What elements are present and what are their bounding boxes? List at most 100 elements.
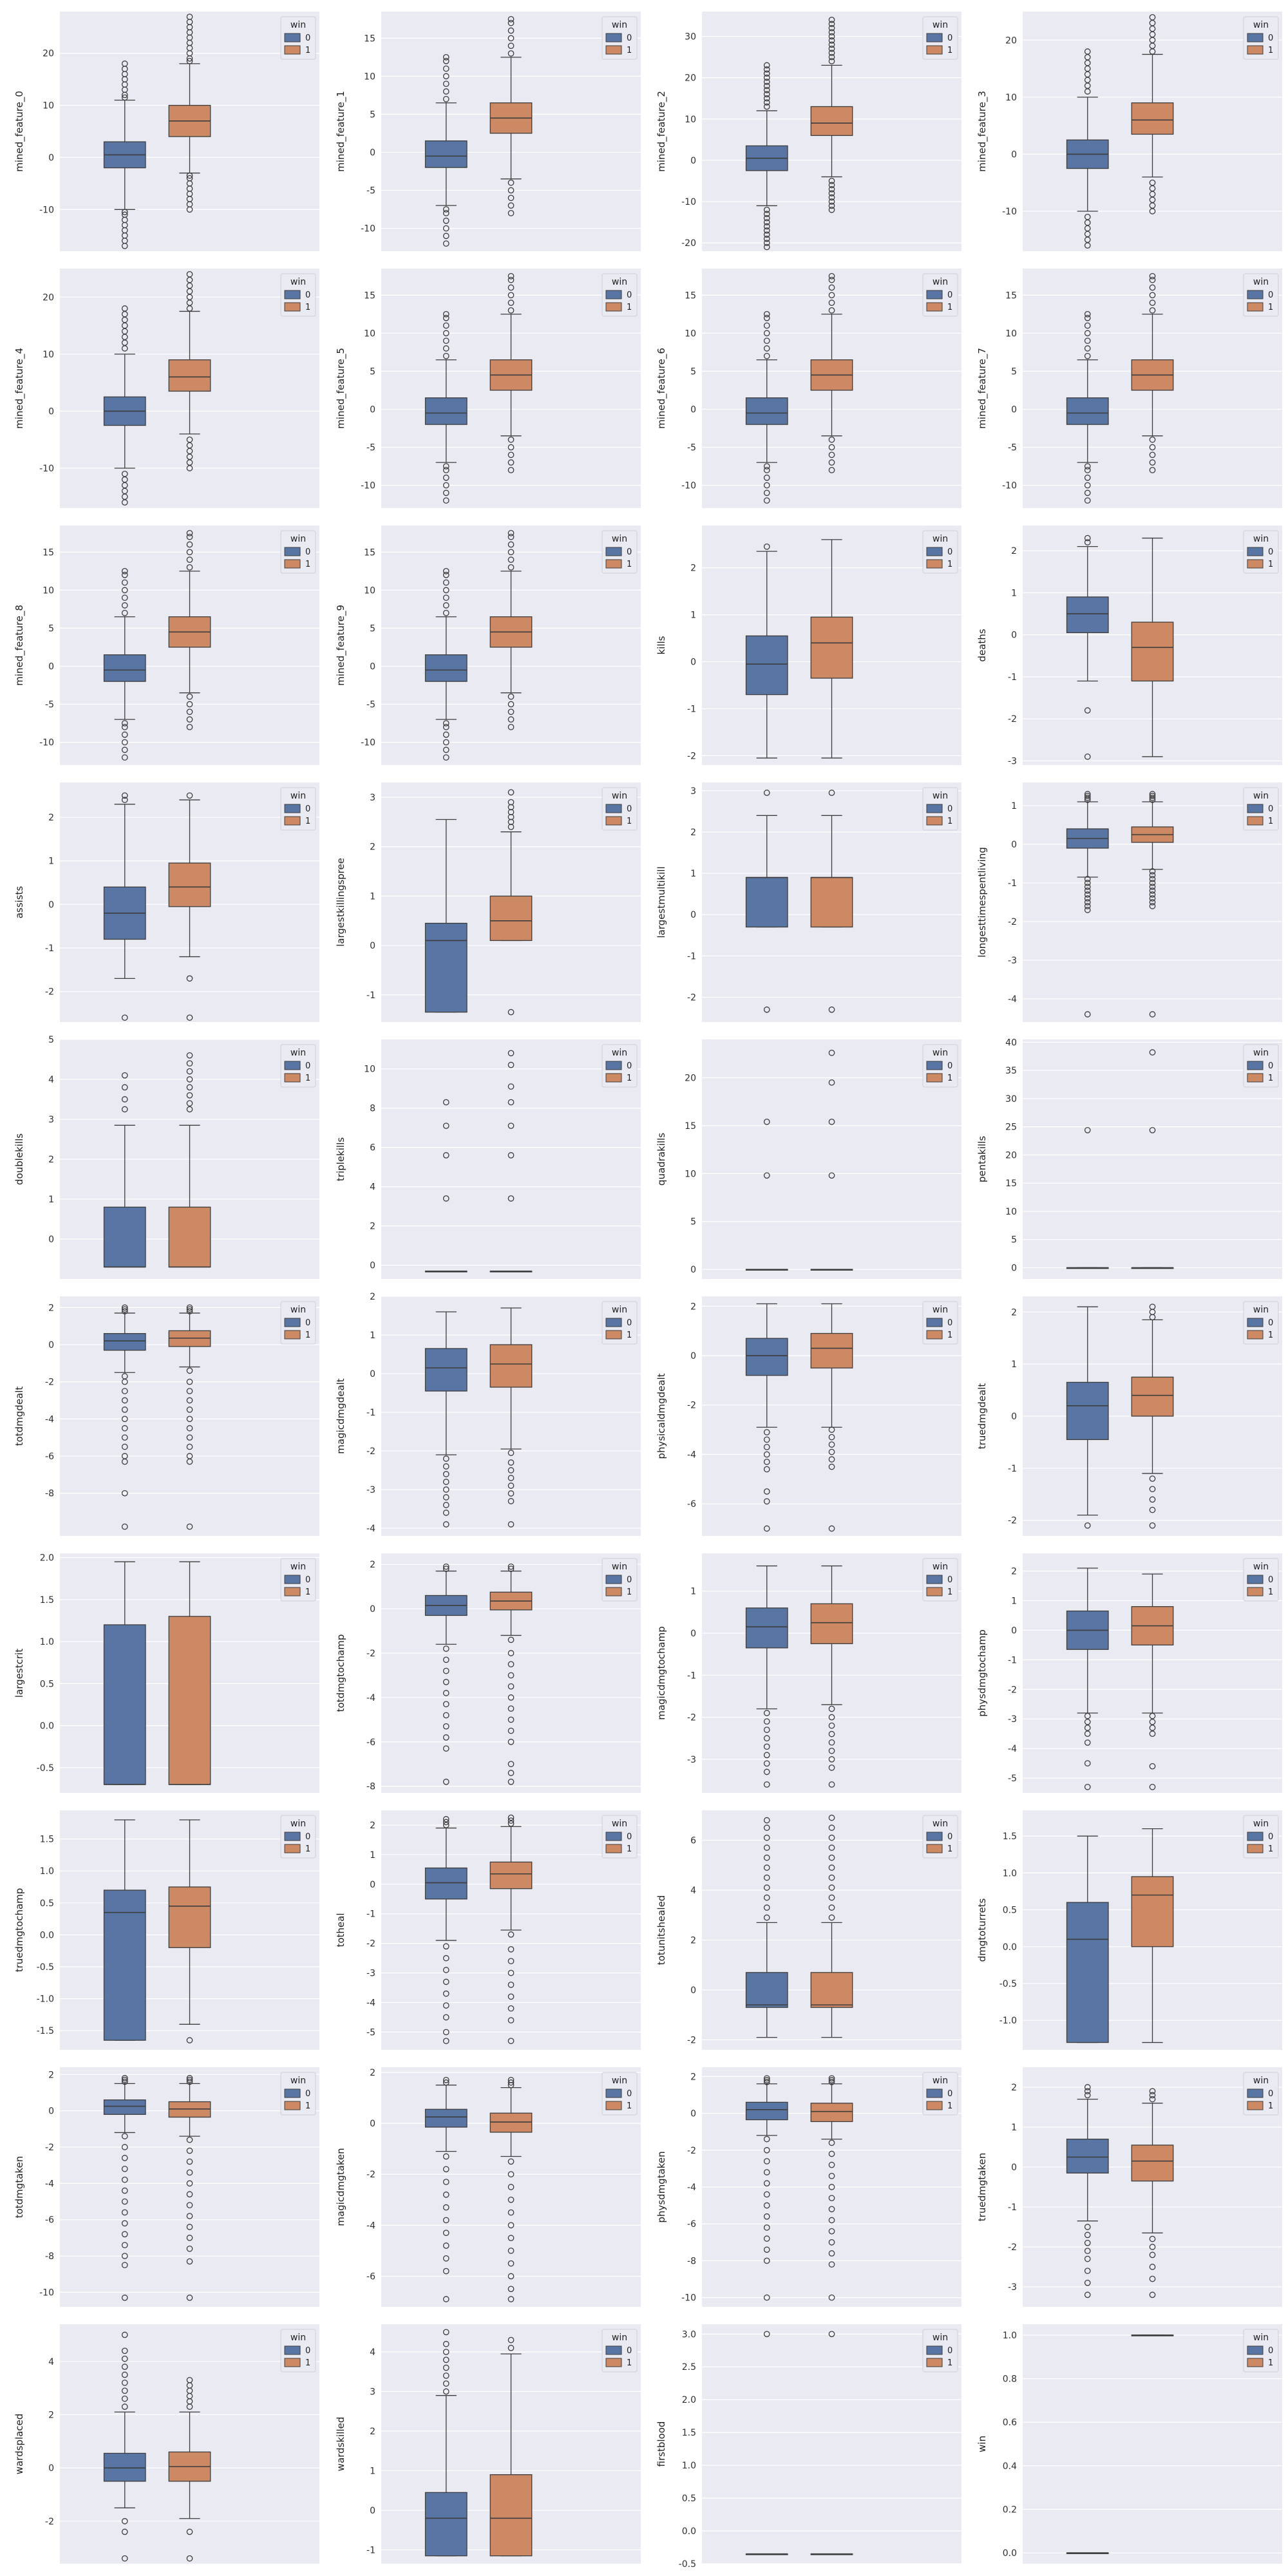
legend-label: 0	[627, 290, 632, 300]
outlier-point	[763, 1451, 770, 1458]
outlier-point	[186, 1060, 193, 1067]
legend-swatch	[605, 2345, 622, 2355]
outlier-point	[763, 1854, 770, 1861]
outlier-point	[442, 2364, 450, 2371]
outlier-point	[507, 1672, 515, 1679]
outlier-point	[828, 194, 835, 201]
outlier-point	[763, 1781, 770, 1788]
ytick-label: 0	[48, 661, 54, 672]
y-axis-label: mined_feature_1	[335, 91, 347, 172]
legend-title: win	[1253, 791, 1269, 801]
outlier-point	[121, 739, 128, 746]
legend-title: win	[612, 277, 627, 287]
outlier-point	[828, 1739, 835, 1746]
outlier-point	[442, 489, 450, 497]
y-axis-label: physdmgtochamp	[976, 1629, 988, 1717]
legend-label: 1	[1268, 46, 1273, 55]
outlier-point	[828, 1079, 835, 1086]
outlier-point	[442, 2014, 450, 2021]
outlier-point	[828, 1714, 835, 1721]
outlier-point	[828, 41, 835, 48]
chart-panel: -0.5 0.0 0.5 1.0 1.5 2.0 2.5 3.0 firstblood win 0 1	[656, 2324, 961, 2570]
ytick-label: -1	[1008, 878, 1017, 889]
outlier-point	[1149, 272, 1156, 279]
ytick-label: 2	[1011, 1567, 1017, 1577]
outlier-point	[121, 2380, 128, 2386]
outlier-point	[442, 217, 450, 224]
outlier-point	[507, 276, 515, 283]
outlier-point	[507, 202, 515, 209]
box-series-1	[489, 2336, 533, 2557]
ytick-label: 0.0	[682, 2526, 696, 2537]
outlier-point	[828, 1426, 835, 1433]
legend-label: 0	[1268, 547, 1273, 557]
legend-swatch	[1247, 302, 1264, 312]
legend-label: 0	[627, 2346, 632, 2356]
legend-label: 0	[1268, 1832, 1273, 1842]
outlier-point	[186, 1434, 193, 1441]
outlier-point	[121, 2295, 128, 2301]
chart-panel: -10 0 10 20 mined_feature_3 win 0 1	[976, 12, 1282, 251]
ytick-label: 10	[364, 71, 375, 82]
legend-title: win	[933, 277, 948, 287]
outlier-point	[828, 2184, 835, 2190]
box	[168, 1886, 211, 1948]
outlier-point	[507, 444, 515, 451]
legend-swatch	[1247, 1330, 1264, 1340]
outlier-point	[121, 1397, 128, 1404]
ytick-label: 0	[1011, 149, 1017, 160]
outlier-point	[828, 451, 835, 459]
outlier-point	[507, 2017, 515, 2023]
outlier-point	[828, 2079, 835, 2085]
outlier-point	[1149, 2291, 1156, 2298]
outlier-point	[121, 602, 128, 609]
outlier-point	[442, 1645, 450, 1652]
legend-swatch	[926, 1575, 943, 1584]
legend-title: win	[1253, 2333, 1269, 2343]
outlier-point	[186, 724, 193, 730]
outlier-point	[1149, 444, 1156, 451]
legend-label: 1	[627, 1587, 632, 1597]
outlier-point	[763, 463, 770, 469]
outlier-point	[121, 2242, 128, 2249]
box-series-0	[1066, 1306, 1109, 1529]
outlier-point	[186, 2258, 193, 2265]
outlier-point	[186, 1378, 193, 1385]
outlier-point	[507, 1083, 515, 1090]
legend-label: 0	[627, 2089, 632, 2099]
ytick-label: 5	[370, 623, 375, 634]
box	[103, 1624, 146, 1785]
y-axis-label: largestkillingspree	[335, 858, 346, 947]
outlier-point	[507, 1982, 515, 1988]
outlier-point	[121, 61, 128, 67]
outlier-point	[763, 2075, 770, 2082]
ytick-label: 0	[370, 2119, 375, 2129]
outlier-point	[763, 2294, 770, 2301]
outlier-point	[507, 284, 515, 291]
outlier-point	[1084, 2088, 1091, 2095]
legend-swatch	[605, 804, 622, 813]
box-series-0	[424, 819, 468, 1013]
legend-title: win	[290, 20, 306, 30]
legend-swatch	[284, 2101, 301, 2110]
ytick-label: 15	[1005, 1179, 1017, 1189]
outlier-point	[442, 2217, 450, 2224]
box	[810, 2103, 853, 2123]
outlier-point	[1149, 307, 1156, 314]
outlier-point	[121, 797, 128, 803]
ytick-label: -2	[687, 751, 696, 761]
outlier-point	[442, 2153, 450, 2160]
outlier-point	[763, 1752, 770, 1759]
ytick-label: -2	[1008, 2242, 1017, 2253]
ytick-label: -2	[1008, 1516, 1017, 1526]
outlier-point	[828, 299, 835, 306]
box-series-1	[810, 1049, 853, 1271]
outlier-point	[442, 2002, 450, 2009]
ytick-label: 4	[48, 1075, 54, 1085]
box	[424, 1867, 468, 1900]
plot-area	[702, 1039, 961, 1279]
